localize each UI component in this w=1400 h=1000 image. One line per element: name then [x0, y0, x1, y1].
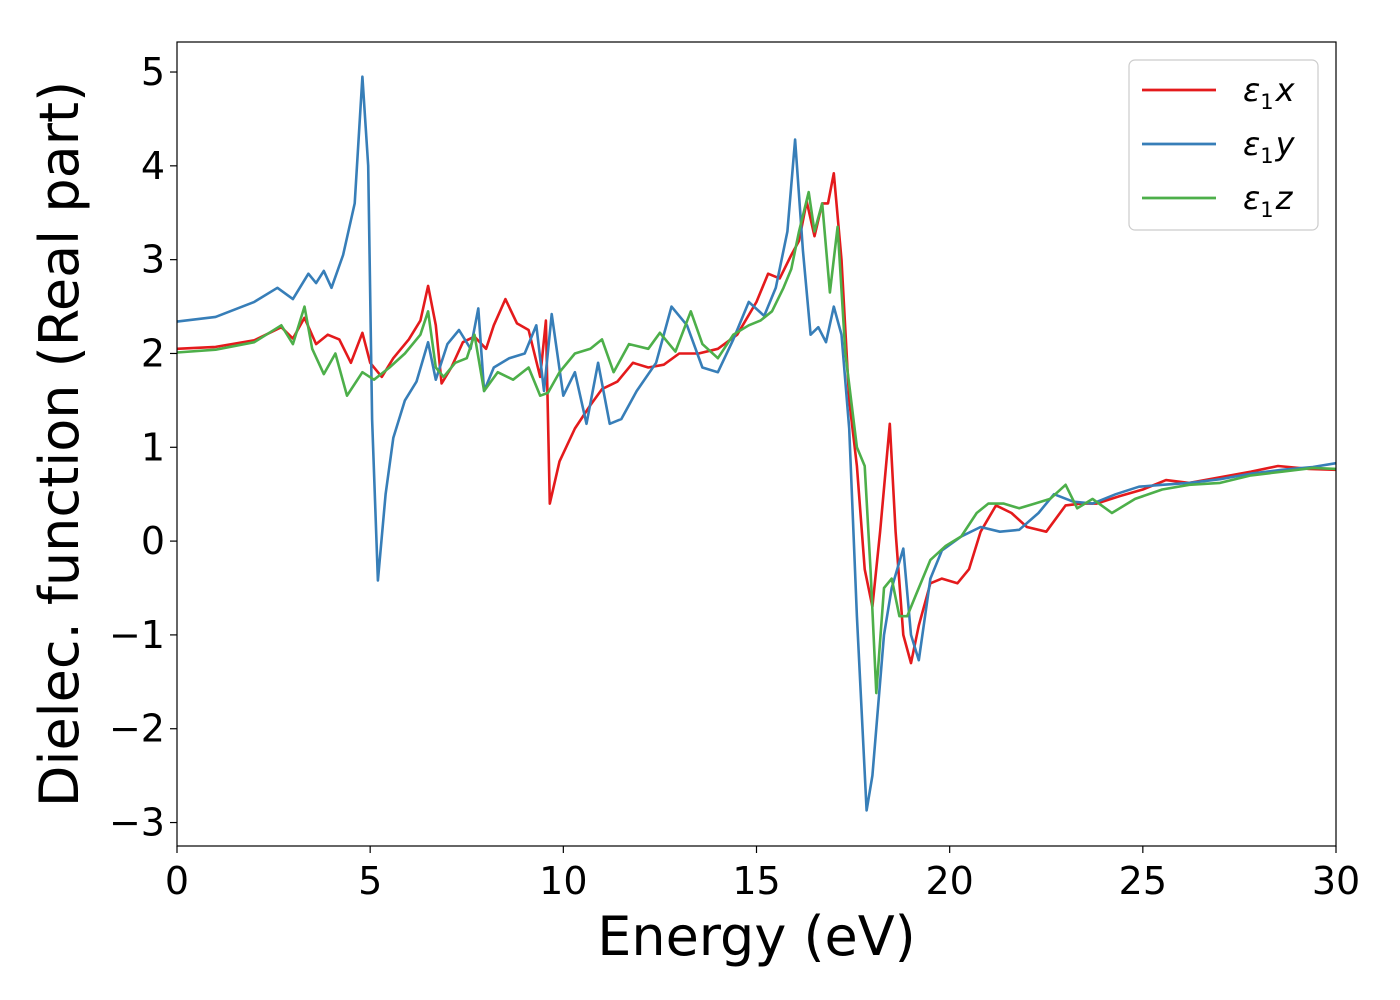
legend-label: ε1x — [1243, 71, 1296, 114]
series-line-z — [176, 190, 1337, 695]
x-tick-label: 10 — [539, 859, 587, 903]
y-tick-label: −3 — [109, 801, 165, 845]
y-tick-label: 5 — [141, 50, 165, 94]
legend-label: ε1z — [1243, 179, 1294, 222]
x-tick-label: 5 — [358, 859, 382, 903]
x-tick-label: 30 — [1312, 859, 1360, 903]
legend-label: ε1y — [1243, 125, 1296, 168]
y-axis-title: Dielec. function (Real part) — [28, 81, 91, 807]
series-line-y — [176, 75, 1337, 812]
plot-lines — [176, 75, 1337, 812]
y-tick-label: 0 — [141, 519, 165, 563]
y-tick-label: −1 — [109, 613, 165, 657]
x-tick-label: 20 — [925, 859, 973, 903]
x-tick-label: 25 — [1119, 859, 1167, 903]
legend: ε1x ε1y ε1z — [1128, 59, 1319, 231]
y-axis-ticks: −3 −2 −1 0 1 2 3 4 5 — [109, 50, 177, 845]
y-tick-label: 3 — [141, 238, 165, 282]
y-tick-label: 1 — [141, 425, 165, 469]
y-tick-label: 4 — [141, 144, 165, 188]
x-tick-label: 0 — [165, 859, 189, 903]
legend-box — [1128, 59, 1319, 231]
x-tick-label: 15 — [732, 859, 780, 903]
x-axis-ticks: 0 5 10 15 20 25 30 — [165, 846, 1360, 903]
x-axis-title: Energy (eV) — [597, 905, 916, 968]
series-line-x — [176, 172, 1337, 665]
y-tick-label: −2 — [109, 707, 165, 751]
y-tick-label: 2 — [141, 331, 165, 375]
